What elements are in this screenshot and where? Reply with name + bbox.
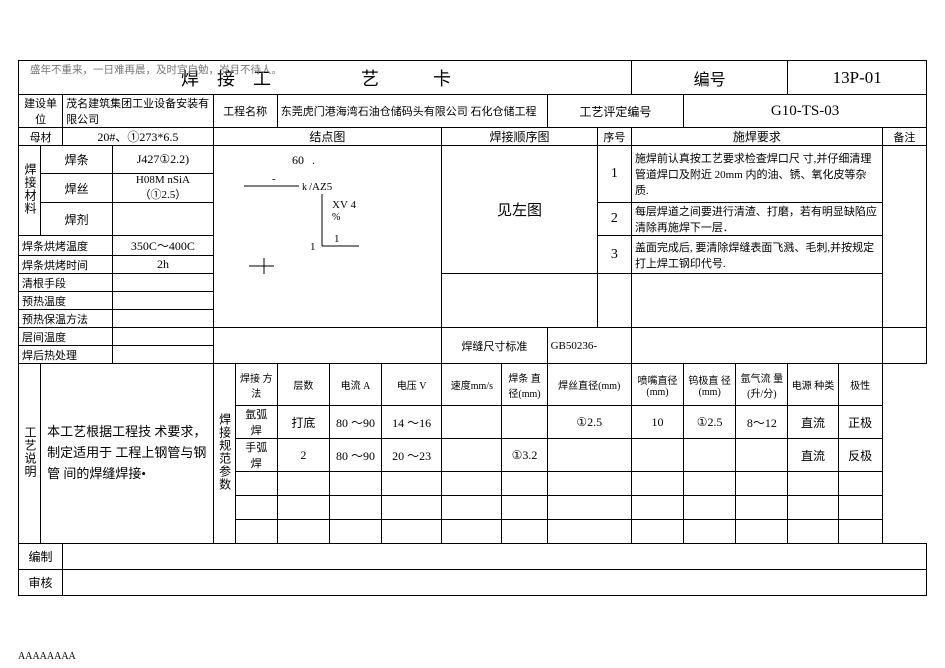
svg-text:k: k [302, 182, 307, 193]
th-volt: 电压 V [382, 364, 442, 406]
wire-value: H08M nSiA（①2.5） [113, 174, 213, 203]
desc-left-label: 工艺说明 [19, 364, 41, 544]
spec-label: 焊接规范参数 [213, 364, 235, 544]
bake-h-value: 2h [113, 256, 213, 274]
index-label: 序号 [597, 128, 631, 146]
owner-value: 茂名建筑集团工业设备安装有限公司 [63, 95, 213, 128]
seq-diagram: 见左图 [442, 146, 597, 274]
rod-label: 焊条 [41, 146, 113, 174]
proj-value: 东莞虎门港海湾石油仓储码头有限公司 石化仓储工程 [277, 95, 547, 128]
root-label: 清根手段 [19, 274, 113, 292]
req-3-n: 3 [597, 236, 631, 274]
chk-label: 审核 [19, 570, 63, 596]
interpass-value [113, 328, 213, 346]
th-speed: 速度mm/s [442, 364, 502, 406]
eval-value: G10-TS-03 [684, 95, 927, 128]
proj-label: 工程名称 [213, 95, 277, 128]
preheat-label: 预热温度 [19, 292, 113, 310]
std-value: GB50236- [547, 328, 631, 364]
bake-h-label: 焊条烘烤时间 [19, 256, 113, 274]
chk-value [63, 570, 927, 596]
note-label: 备注 [882, 128, 926, 146]
prep-value [63, 544, 927, 570]
th-layer: 层数 [277, 364, 329, 406]
th-amp: 电流 A [329, 364, 381, 406]
svg-text:-: - [272, 173, 276, 185]
th-pol: 极性 [838, 364, 882, 406]
mat-label: 母材 [19, 128, 63, 146]
bake-t-value: 350C～400C [113, 236, 213, 256]
th-tip-d: 喷嘴直径(mm) [631, 364, 683, 406]
pwht-label: 焊后热处理 [19, 346, 113, 364]
node-lower [213, 328, 442, 364]
th-ps: 电源 种类 [788, 364, 838, 406]
svg-text:1: 1 [334, 233, 340, 245]
svg-text:.: . [312, 153, 315, 167]
main-form: 焊接工 艺 卡 编号 13P-01 建设单位 茂名建筑集团工业设备安装有限公司 … [18, 60, 927, 596]
weld-mat-group: 焊接材料 [19, 146, 41, 236]
mat-value: 20#、①273*6.5 [63, 128, 213, 146]
svg-text:1: 1 [310, 241, 316, 253]
svg-text:XV 4: XV 4 [332, 199, 356, 211]
std-gap [631, 328, 882, 364]
bake-t-label: 焊条烘烤温度 [19, 236, 113, 256]
wire-label: 焊丝 [41, 174, 113, 203]
keepwarm-value [113, 310, 213, 328]
svg-text:/AZ5: /AZ5 [309, 181, 333, 193]
note-cell [882, 146, 926, 328]
th-method: 焊接 方法 [235, 364, 277, 406]
req-blank-n [597, 274, 631, 328]
root-value [113, 274, 213, 292]
svg-text:%: % [332, 212, 340, 223]
keepwarm-label: 预热保温方法 [19, 310, 113, 328]
std-label: 焊缝尺寸标准 [442, 328, 547, 364]
th-wire-d: 焊丝直径(mm) [547, 364, 631, 406]
seq-diagram-label: 焊接顺序图 [442, 128, 597, 146]
page-motto: 盛年不重来，一日难再晨，及时宜自勉，岁月不待人。 [30, 62, 282, 77]
preheat-value [113, 292, 213, 310]
node-diagram: 60 . - k /AZ5 XV 4 % 1 1 [213, 146, 442, 328]
pwht-value [113, 346, 213, 364]
req-3-t: 盖面完成后, 要清除焊缝表面飞溅、毛刺,并按规定打上焊工钢印代号. [631, 236, 882, 274]
th-gas: 氩气流 量(升/分) [736, 364, 788, 406]
th-tung-d: 钨极直 径(mm) [684, 364, 736, 406]
svg-text:60: 60 [292, 153, 304, 167]
req-2-t: 每层焊道之间要进行清渣、打磨，若有明显缺陷应清除再施焊下一层． [631, 203, 882, 236]
desc-text: 本工艺根据工程技 术要求，制定适用于 工程上钢管与钢管 间的焊缝焊接• [41, 364, 214, 544]
req-blank-t [631, 274, 882, 328]
req-1-t: 施焊前认真按工艺要求检查焊口尺 寸,并仔细清理管道焊口及附近 20mm 内的油、… [631, 146, 882, 203]
flux-label: 焊剂 [41, 203, 113, 236]
interpass-label: 层间温度 [19, 328, 113, 346]
seq-lower [442, 274, 597, 328]
prep-label: 编制 [19, 544, 63, 570]
eval-label: 工艺评定编号 [547, 95, 683, 128]
th-rod-d: 焊条 直径(mm) [502, 364, 547, 406]
req-1-n: 1 [597, 146, 631, 203]
page-footer: AAAAAAAA [18, 651, 76, 662]
std-note [882, 328, 926, 364]
doc-no: 13P-01 [788, 61, 927, 95]
node-diagram-label: 结点图 [213, 128, 442, 146]
rod-value: J427①2.2) [113, 146, 213, 174]
owner-label: 建设单位 [19, 95, 63, 128]
req-2-n: 2 [597, 203, 631, 236]
flux-value [113, 203, 213, 236]
req-label: 施焊要求 [631, 128, 882, 146]
doc-no-label: 编号 [631, 61, 787, 95]
